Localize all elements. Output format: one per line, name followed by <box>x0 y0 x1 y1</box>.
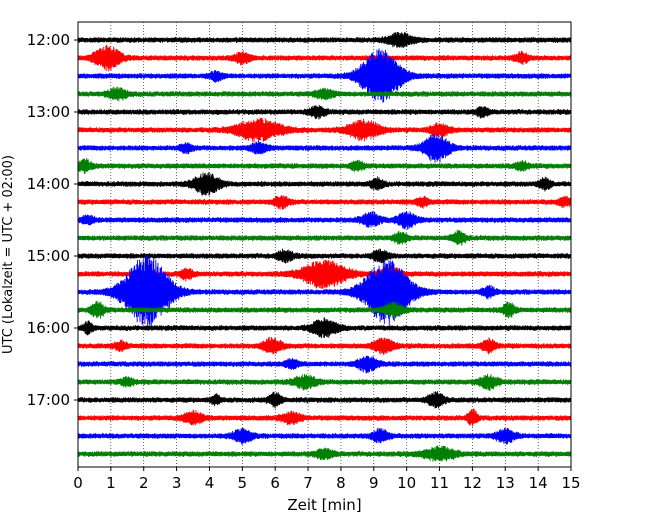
y-tick-label: 12:00 <box>27 31 70 49</box>
y-axis-ticks: 12:00 13:00 14:00 15:00 16:00 17:00 <box>27 31 78 409</box>
plot-frame <box>77 21 572 468</box>
x-tick-label: 13 <box>496 474 515 492</box>
seismic-traces <box>77 31 572 462</box>
trace-1630 <box>77 355 572 374</box>
x-tick-label: 15 <box>561 474 580 492</box>
y-axis-label: UTC (Lokalzeit = UTC + 02:00) <box>1 155 16 354</box>
x-tick-label: 0 <box>73 474 83 492</box>
x-axis-ticks: 0 1 2 3 4 5 6 7 8 9 10 11 12 13 14 15 <box>73 467 581 492</box>
x-tick-label: 9 <box>369 474 379 492</box>
y-tick-label: 15:00 <box>27 247 70 265</box>
x-tick-label: 7 <box>303 474 313 492</box>
trace-1345 <box>77 158 572 174</box>
trace-1415 <box>77 195 572 210</box>
x-tick-label: 10 <box>397 474 416 492</box>
x-tick-label: 1 <box>106 474 116 492</box>
y-tick-label: 13:00 <box>27 103 70 121</box>
grid-lines <box>110 22 539 467</box>
trace-1215 <box>77 44 572 72</box>
x-tick-label: 3 <box>172 474 182 492</box>
y-tick-label: 14:00 <box>27 175 70 193</box>
x-tick-label: 12 <box>463 474 482 492</box>
y-tick-label: 16:00 <box>27 319 70 337</box>
x-tick-label: 11 <box>430 474 449 492</box>
trace-1445 <box>77 229 572 246</box>
x-tick-label: 8 <box>336 474 346 492</box>
x-axis-label: Zeit [min] <box>287 496 361 514</box>
trace-1745 <box>77 445 572 462</box>
trace-1645 <box>77 373 572 391</box>
trace-1500 <box>77 248 572 264</box>
trace-1200 <box>77 31 572 49</box>
trace-1600 <box>77 317 572 339</box>
trace-1545 <box>77 301 572 319</box>
trace-1300 <box>77 104 572 120</box>
trace-1315 <box>77 117 572 143</box>
x-tick-label: 2 <box>139 474 149 492</box>
trace-1330 <box>77 133 572 163</box>
trace-1615 <box>77 336 572 356</box>
trace-1245 <box>77 86 572 102</box>
trace-1715 <box>77 408 572 427</box>
x-tick-label: 14 <box>529 474 548 492</box>
trace-1730 <box>77 427 572 445</box>
trace-1700 <box>77 391 572 409</box>
x-tick-label: 6 <box>270 474 280 492</box>
trace-1230 <box>77 48 572 103</box>
y-tick-label: 17:00 <box>27 391 70 409</box>
trace-1530 <box>77 254 572 330</box>
trace-1430 <box>77 211 572 230</box>
x-tick-label: 5 <box>238 474 248 492</box>
x-tick-label: 4 <box>205 474 215 492</box>
trace-1400 <box>77 172 572 196</box>
